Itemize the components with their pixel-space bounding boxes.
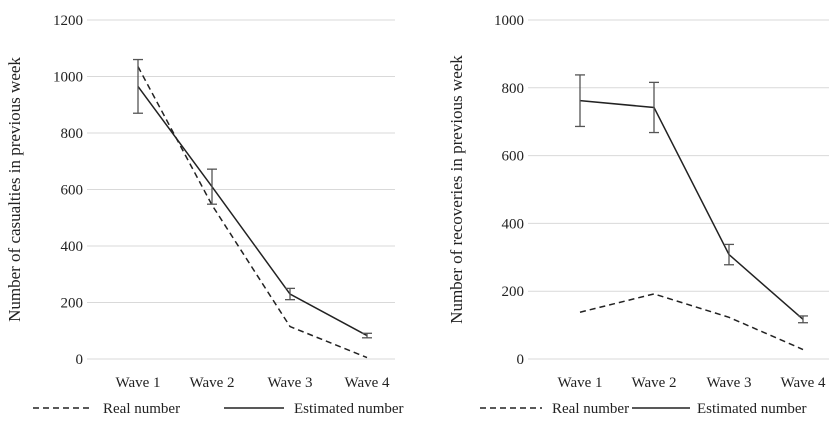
error-bar (649, 81, 659, 134)
y-tick-label: 600 (61, 183, 84, 199)
recoveries-chart: 0 200 400 600 800 1000 Wave 1 Wave 2 Wave 3 Wave… (447, 13, 829, 417)
y-tick-label: 600 (502, 149, 525, 165)
legend-real-label: Real number (552, 401, 629, 417)
error-bar (362, 332, 372, 339)
y-tick-label: 1200 (53, 13, 83, 29)
x-tick-label: Wave 1 (557, 375, 602, 391)
y-tick-label: 200 (61, 296, 84, 312)
x-tick-label: Wave 2 (631, 375, 676, 391)
casualties-y-axis-title: Number of casualties in previous week (5, 57, 24, 322)
y-tick-label: 0 (76, 352, 84, 368)
y-tick-label: 1000 (494, 13, 524, 29)
error-bar (575, 74, 585, 128)
real-number-line (579, 293, 804, 351)
y-tick-label: 800 (502, 81, 525, 97)
estimated-number-line (579, 99, 804, 320)
y-tick-label: 800 (61, 126, 84, 142)
y-tick-label: 0 (517, 352, 525, 368)
x-tick-label: Wave 2 (189, 375, 234, 391)
recoveries-y-axis-title: Number of recoveries in previous week (447, 55, 466, 324)
y-tick-label: 1000 (53, 70, 83, 86)
real-number-line (137, 66, 368, 359)
x-tick-label: Wave 3 (267, 375, 312, 391)
recoveries-legend: Real number Estimated number (480, 401, 807, 417)
error-bar (724, 243, 734, 266)
y-tick-label: 200 (502, 284, 525, 300)
error-bar (207, 168, 217, 205)
y-tick-label: 400 (61, 239, 84, 255)
error-bar (798, 315, 808, 324)
estimated-number-line (137, 85, 368, 337)
casualties-legend: Real number Estimated number (33, 401, 404, 417)
error-bar (133, 58, 143, 114)
x-tick-label: Wave 4 (344, 375, 390, 391)
legend-real-label: Real number (103, 401, 180, 417)
y-tick-label: 400 (502, 216, 525, 232)
casualties-chart: 0 200 400 600 800 1000 1200 Wave 1 Wave 2 Wave 3… (5, 13, 404, 417)
x-tick-label: Wave 4 (780, 375, 826, 391)
x-tick-label: Wave 3 (706, 375, 751, 391)
legend-estimated-label: Estimated number (697, 401, 807, 417)
legend-estimated-label: Estimated number (294, 401, 404, 417)
x-tick-label: Wave 1 (115, 375, 160, 391)
error-bar (285, 287, 295, 301)
